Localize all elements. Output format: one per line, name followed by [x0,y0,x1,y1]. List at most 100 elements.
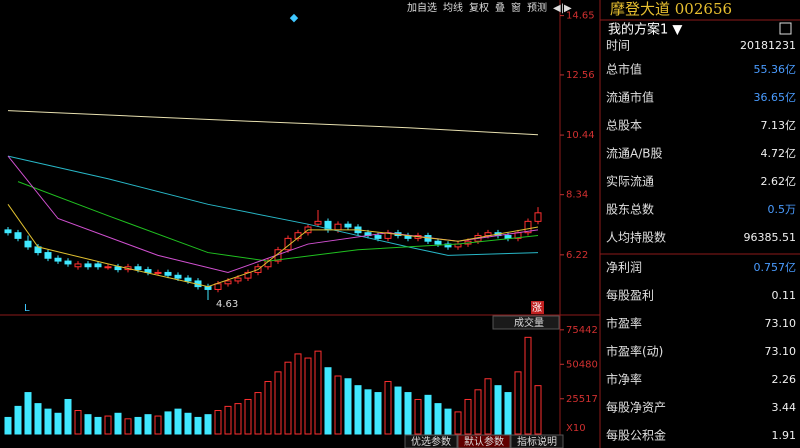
toolbar-button[interactable]: 窗 [511,1,521,14]
row-value: 0.11 [772,289,797,302]
y-tick-label: 14.65 [566,11,595,22]
ma-line [7,204,539,288]
row-label: 每股盈利 [606,288,654,303]
volume-bar [414,398,422,435]
row-value: 1.91 [772,429,797,442]
candle-body [224,280,232,285]
row-value: 7.13亿 [761,119,797,132]
volume-bar [364,389,372,435]
row-label: 时间 [606,39,630,53]
row-value: 0.757亿 [754,261,797,274]
row-label: 流通A/B股 [606,147,663,161]
volume-title[interactable]: 成交量 [514,316,544,329]
volume-bar [54,412,62,435]
candle-body [64,260,72,265]
volume-bar [154,415,162,435]
row-label: 流通市值 [606,90,654,105]
candle-body [114,266,122,271]
volume-bar [514,371,522,435]
candle-body [284,237,292,251]
volume-bar [214,410,222,435]
volume-bar [14,405,22,435]
row-value: 20181231 [740,39,796,52]
volume-bar [394,386,402,435]
tab[interactable] [510,434,564,448]
row-label: 每股公积金 [606,428,666,443]
row-label: 总市值 [606,62,642,77]
row-value: 3.44 [772,401,797,414]
toolbar-button[interactable]: 复权 [469,1,489,14]
volume-bar [234,403,242,435]
scheme[interactable]: 我的方案1 ▼ [608,22,682,38]
toolbar-button[interactable]: 加自选 [407,1,437,14]
stock-title: 摩登大道 002656 [610,0,732,18]
toolbar-button[interactable]: 叠 [495,2,505,14]
volume-bar [404,392,412,435]
row-value: 4.72亿 [761,147,797,160]
candle-body [504,235,512,239]
volume-bar [504,392,512,435]
volume-bar [334,375,342,435]
candle-body [24,240,32,248]
volume-bar [374,392,382,435]
candle-body [314,220,322,225]
volume-bar [454,411,462,435]
volume-bar [4,416,12,435]
row-value: 2.26 [772,373,797,386]
y-tick-label: 75442 [566,325,598,336]
volume-bar [294,353,302,435]
row-label: 市净率 [606,372,642,387]
volume-bar [304,357,312,435]
y-tick-label: 25517 [566,394,598,405]
candle-body [444,243,452,248]
volume-bar [104,415,112,435]
volume-bar [94,416,102,435]
tab[interactable] [404,434,458,448]
volume-bar [204,414,212,435]
candle-body [184,277,192,282]
row-value: 96385.51 [744,231,797,244]
toolbar-button[interactable]: 均线 [443,1,463,14]
candle-body [74,263,82,268]
volume-bar [64,398,72,435]
y-tick-label: 8.34 [566,190,588,201]
volume-bar [264,381,272,435]
row-value: 73.10 [765,317,797,330]
tab[interactable] [457,434,511,448]
volume-bar [164,411,172,435]
candle-body [434,240,442,245]
candle-body [214,283,222,290]
volume-bar [274,371,282,435]
tab-label[interactable]: 默认参数 [464,435,504,448]
y-tick-label: 12.56 [566,70,595,81]
volume-bar [44,408,52,435]
volume-bar [114,412,122,435]
row-label: 股东总数 [606,202,654,217]
marker-box [531,301,544,314]
candle-body [94,263,102,268]
volume-bar [354,385,362,435]
row-label: 市盈率(动) [606,344,663,359]
edit-icon[interactable] [779,22,792,35]
low-label: 4.63 [216,299,238,310]
marker: ◆ [290,11,299,24]
volume-bar [184,412,192,435]
y-tick-label: 50480 [566,359,598,370]
volume-bar [194,416,202,435]
candle-body [14,232,22,239]
volume-bar [524,336,532,435]
tab-label[interactable]: 优选参数 [411,435,451,448]
candle-body [54,257,62,262]
volume-bar [464,398,472,435]
volume-bar [254,392,262,435]
row-value: 0.5万 [768,203,797,216]
volume-bar [84,414,92,435]
toolbar-button[interactable]: ◀|▶ [553,3,572,14]
volume-bar [434,403,442,435]
toolbar-button[interactable]: 预测 [527,1,547,14]
volume-bar [494,385,502,435]
marker-right: 涨 [532,302,542,314]
tab-label[interactable]: 指标说明 [517,435,557,448]
